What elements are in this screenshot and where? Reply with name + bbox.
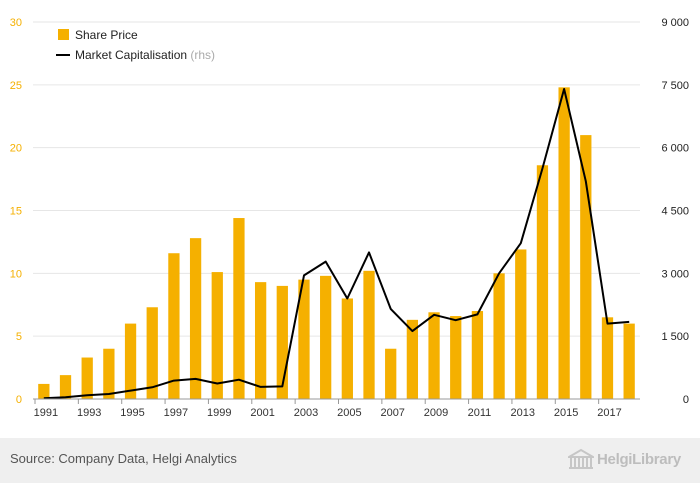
legend-rhs-suffix: (rhs)	[190, 48, 215, 62]
share-price-bar	[450, 316, 462, 399]
right-axis-tick-label: 6 000	[661, 143, 689, 155]
share-price-bar	[623, 323, 635, 399]
share-price-bar	[601, 317, 614, 399]
library-building-icon	[568, 448, 594, 469]
left-axis-tick-label: 30	[10, 17, 22, 29]
share-price-bar	[341, 298, 353, 399]
x-axis-tick-label: 1993	[77, 407, 101, 419]
legend-market-cap-label: Market Capitalisation (rhs)	[75, 48, 215, 62]
share-price-bar	[493, 273, 505, 399]
chart: 0 0 5 1 500 10 3 000 15 4 500 20 6 000 25 7 500 30 9 …	[10, 17, 689, 419]
x-axis-tick-label: 1991	[34, 407, 58, 419]
right-axis-tick-label: 0	[683, 394, 689, 406]
x-axis-tick-label: 2013	[511, 407, 535, 419]
logo-text: HelgiLibrary	[597, 450, 681, 468]
left-axis-tick-label: 5	[16, 331, 22, 343]
share-price-bar	[146, 307, 158, 399]
right-axis-tick-label: 3 000	[661, 268, 689, 280]
x-axis-tick-label: 2003	[294, 407, 318, 419]
market-cap-line-path	[43, 88, 630, 400]
axes: 0 0 5 1 500 10 3 000 15 4 500 20 6 000 25 7 500 30 9 …	[10, 17, 689, 419]
share-price-bar	[298, 279, 310, 399]
left-axis-tick-label: 20	[10, 143, 22, 155]
share-price-bar	[515, 249, 527, 399]
share-price-bar	[124, 323, 137, 399]
gridlines	[33, 21, 640, 337]
x-axis-tick-label: 1999	[207, 407, 231, 419]
helgi-library-logo: HelgiLibrary	[568, 446, 681, 472]
share-price-bar	[81, 357, 93, 399]
share-price-bar	[233, 218, 245, 399]
source-note: Source: Company Data, Helgi Analytics	[10, 451, 237, 466]
share-price-bar	[406, 319, 419, 399]
legend-bar-swatch	[58, 29, 69, 40]
share-price-bar	[103, 348, 115, 399]
share-price-bar	[536, 165, 549, 399]
x-axis-tick-label: 2011	[468, 407, 492, 419]
share-price-bar	[211, 272, 223, 399]
share-price-bar	[254, 282, 267, 399]
share-price-bar	[428, 312, 440, 399]
left-axis-tick-label: 0	[16, 394, 22, 406]
share-price-bar	[38, 383, 50, 399]
market-cap-line	[43, 88, 630, 400]
x-axis-tick-label: 2005	[337, 407, 361, 419]
right-axis-tick-label: 9 000	[661, 17, 689, 29]
left-axis-tick-label: 25	[10, 80, 22, 92]
left-axis-tick-label: 10	[10, 268, 22, 280]
legend-share-price-label: Share Price	[75, 28, 138, 42]
share-price-bars	[38, 87, 635, 399]
share-price-bar	[189, 238, 202, 399]
right-axis-tick-label: 1 500	[661, 331, 689, 343]
share-price-bar	[363, 270, 375, 399]
share-price-bar	[558, 87, 570, 399]
x-axis-tick-label: 1995	[120, 407, 144, 419]
x-axis-tick-label: 2017	[597, 407, 621, 419]
share-price-bar	[59, 375, 72, 399]
x-axis-tick-label: 2015	[554, 407, 578, 419]
x-axis-tick-label: 2001	[250, 407, 274, 419]
x-axis-tick-label: 1997	[164, 407, 188, 419]
share-price-bar	[276, 285, 288, 399]
left-axis-tick-label: 15	[10, 206, 22, 218]
share-price-bar	[168, 253, 180, 399]
right-axis-tick-label: 7 500	[661, 80, 689, 92]
x-axis-tick-label: 2009	[424, 407, 448, 419]
share-price-bar	[320, 275, 332, 399]
share-price-bar	[580, 135, 592, 399]
right-axis-tick-label: 4 500	[661, 206, 689, 218]
x-axis-tick-label: 2007	[380, 407, 404, 419]
share-price-bar	[471, 311, 484, 399]
share-price-bar	[385, 348, 397, 399]
legend: Share Price Market Capitalisation (rhs)	[56, 28, 215, 62]
